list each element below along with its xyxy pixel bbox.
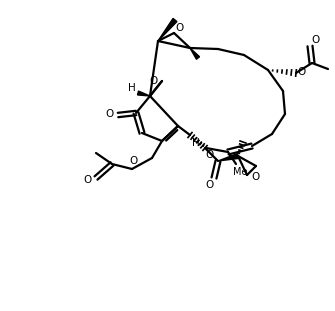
Text: O: O — [106, 109, 114, 119]
Text: Me: Me — [233, 167, 247, 177]
Text: O: O — [84, 175, 92, 185]
Text: O: O — [205, 180, 213, 190]
Text: O: O — [176, 23, 184, 33]
Text: O: O — [311, 35, 319, 45]
Polygon shape — [137, 91, 150, 96]
Text: O: O — [251, 172, 259, 182]
Text: H: H — [192, 138, 200, 148]
Polygon shape — [190, 48, 200, 59]
Polygon shape — [218, 154, 239, 161]
Text: O: O — [205, 150, 213, 160]
Text: O: O — [130, 156, 138, 166]
Text: O: O — [297, 67, 305, 77]
Text: H: H — [128, 83, 136, 93]
Text: O: O — [150, 76, 158, 86]
Polygon shape — [158, 18, 177, 41]
